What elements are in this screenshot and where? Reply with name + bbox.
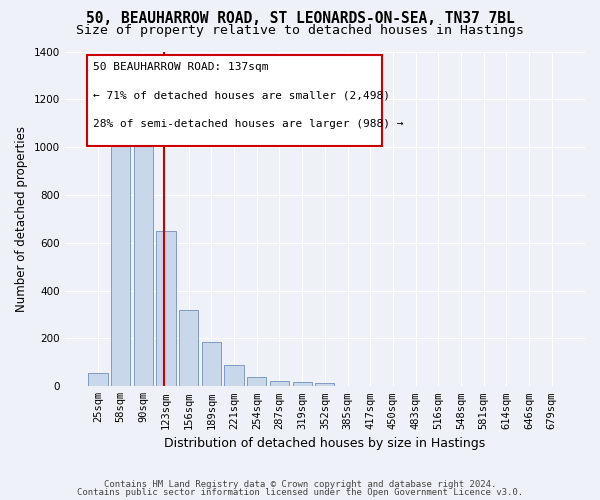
X-axis label: Distribution of detached houses by size in Hastings: Distribution of detached houses by size … — [164, 437, 485, 450]
Bar — [157, 231, 176, 386]
Bar — [270, 381, 289, 386]
Bar — [315, 382, 334, 386]
Y-axis label: Number of detached properties: Number of detached properties — [15, 126, 28, 312]
Text: Contains public sector information licensed under the Open Government Licence v3: Contains public sector information licen… — [77, 488, 523, 497]
Bar — [134, 126, 153, 386]
Bar — [293, 382, 312, 386]
FancyBboxPatch shape — [87, 55, 382, 146]
Bar — [111, 142, 130, 386]
Bar — [247, 376, 266, 386]
Bar — [179, 310, 199, 386]
Text: Contains HM Land Registry data © Crown copyright and database right 2024.: Contains HM Land Registry data © Crown c… — [104, 480, 496, 489]
Bar — [202, 342, 221, 386]
Text: 28% of semi-detached houses are larger (988) →: 28% of semi-detached houses are larger (… — [93, 118, 403, 128]
Text: 50, BEAUHARROW ROAD, ST LEONARDS-ON-SEA, TN37 7BL: 50, BEAUHARROW ROAD, ST LEONARDS-ON-SEA,… — [86, 11, 514, 26]
Text: 50 BEAUHARROW ROAD: 137sqm: 50 BEAUHARROW ROAD: 137sqm — [93, 62, 268, 72]
Text: ← 71% of detached houses are smaller (2,498): ← 71% of detached houses are smaller (2,… — [93, 90, 390, 100]
Text: Size of property relative to detached houses in Hastings: Size of property relative to detached ho… — [76, 24, 524, 37]
Bar — [224, 365, 244, 386]
Bar — [88, 373, 107, 386]
